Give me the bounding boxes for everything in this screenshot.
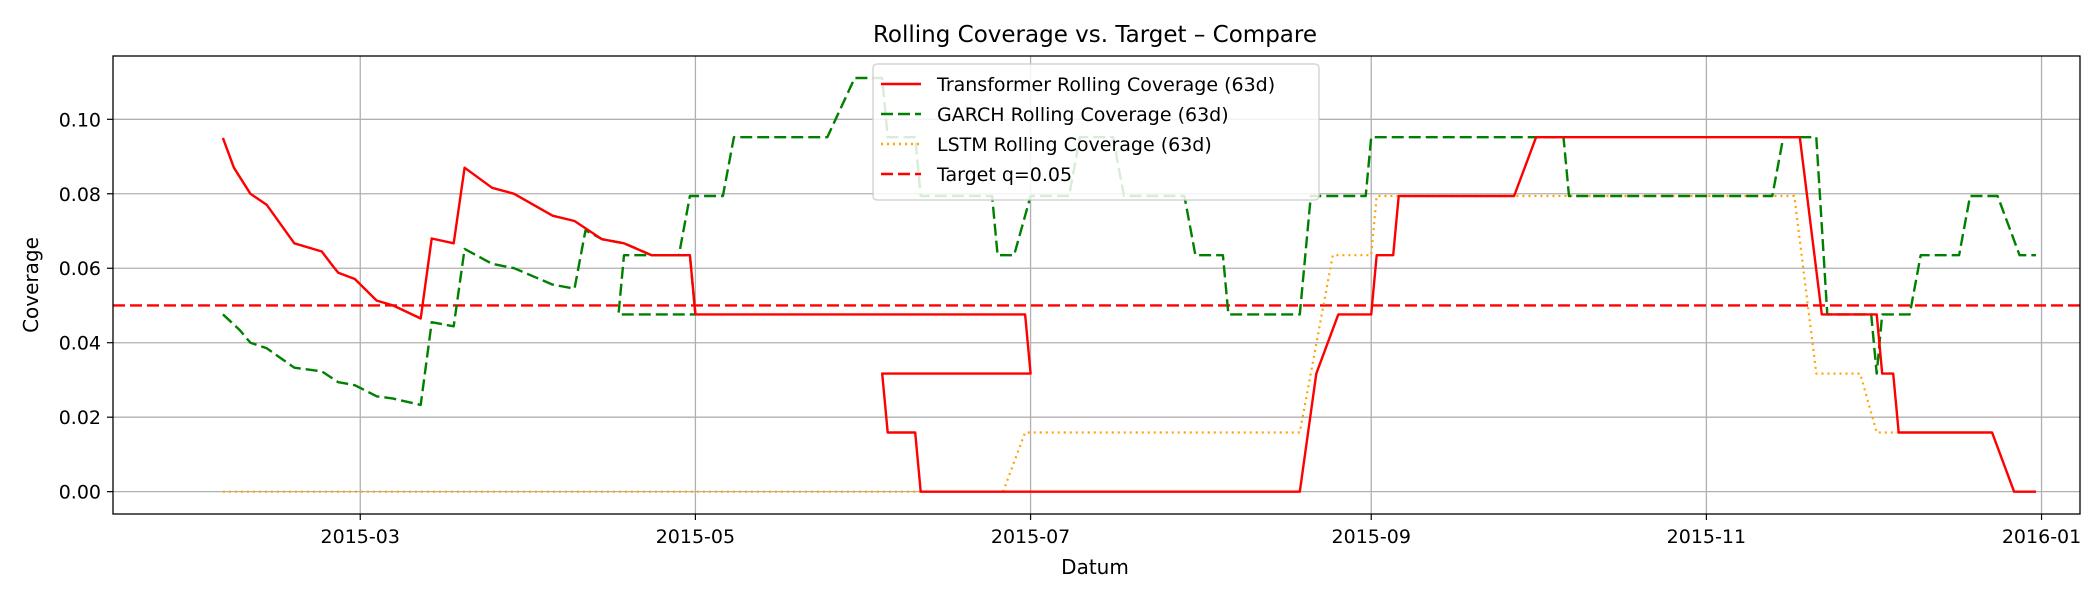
y-tick-label: 0.10 — [59, 109, 101, 131]
y-tick-label: 0.02 — [59, 407, 101, 429]
x-axis: 2015-03 2015-05 2015-07 2015-09 2015-11 2016-… — [321, 514, 2081, 548]
x-tick-label: 2015-11 — [1667, 526, 1746, 548]
y-axis: 0.00 0.02 0.04 0.06 0.08 0.10 — [59, 109, 113, 504]
legend-label: Target q=0.05 — [936, 164, 1072, 186]
y-axis-label: Coverage — [19, 237, 43, 333]
x-tick-label: 2015-07 — [991, 526, 1070, 548]
x-tick-label: 2016-01 — [2002, 526, 2081, 548]
y-tick-label: 0.04 — [59, 333, 101, 355]
series-line-0 — [221, 135, 2036, 493]
plot-frame — [112, 55, 2081, 515]
legend-box — [872, 63, 1320, 201]
x-tick-label: 2015-09 — [1332, 526, 1411, 548]
y-tick-label: 0.00 — [59, 482, 101, 504]
chart-title: Rolling Coverage vs. Target – Compare — [873, 22, 1317, 48]
y-tick-label: 0.08 — [59, 184, 101, 206]
legend-label: Transformer Rolling Coverage (63d) — [936, 74, 1275, 96]
y-tick-label: 0.06 — [59, 258, 101, 280]
legend: Transformer Rolling Coverage (63d) GARCH … — [872, 63, 1320, 201]
x-tick-label: 2015-03 — [321, 526, 400, 548]
x-axis-label: Datum — [1061, 555, 1129, 579]
legend-label: LSTM Rolling Coverage (63d) — [937, 134, 1212, 156]
legend-label: GARCH Rolling Coverage (63d) — [937, 104, 1229, 126]
x-tick-label: 2015-05 — [656, 526, 735, 548]
